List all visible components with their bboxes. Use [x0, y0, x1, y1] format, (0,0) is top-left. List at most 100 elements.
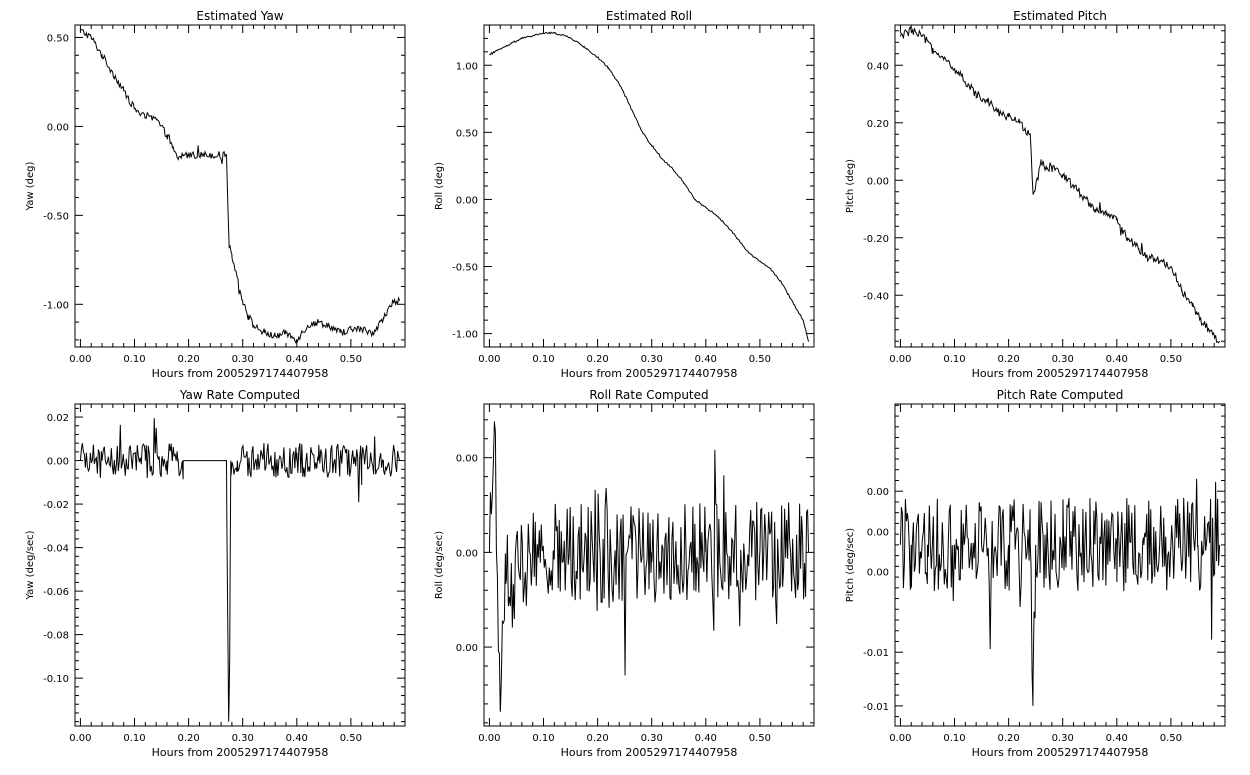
x-tick-label: 0.10: [532, 354, 554, 365]
plot-frame: [74, 24, 406, 348]
series-line: [488, 421, 810, 712]
y-tick-label: 0.00: [867, 568, 889, 579]
chart-title: Estimated Pitch: [1013, 9, 1107, 23]
y-axis-label: Roll (deg): [434, 162, 445, 210]
y-tick-label: 0.00: [456, 195, 478, 206]
y-tick-label: -0.04: [43, 544, 69, 555]
y-tick-label: 0.00: [867, 487, 889, 498]
y-tick-label: -0.01: [863, 702, 889, 713]
y-tick-label: 0.40: [867, 61, 889, 72]
y-tick-label: -0.20: [863, 234, 889, 245]
y-tick-label: 0.20: [867, 119, 889, 130]
x-tick-label: 0.20: [586, 733, 608, 744]
x-tick-label: 0.40: [1106, 354, 1128, 365]
x-tick-label: 0.30: [1052, 733, 1074, 744]
plot-frame: [74, 403, 406, 727]
y-tick-label: -0.40: [863, 291, 889, 302]
x-tick-label: 0.40: [286, 354, 308, 365]
chart-panel-2: Estimated Roll Hours from 200529717440795…: [434, 9, 815, 380]
y-tick-label: -1.00: [452, 330, 478, 341]
x-tick-label: 0.10: [123, 733, 145, 744]
x-tick-label: 0.30: [232, 354, 254, 365]
chart-panel-1: Estimated Yaw Hours from 2005297174407958…: [25, 9, 406, 380]
x-tick-label: 0.00: [478, 354, 500, 365]
x-tick-label: 0.30: [641, 354, 663, 365]
x-tick-label: 0.40: [695, 733, 717, 744]
y-tick-label: -0.08: [43, 631, 69, 642]
x-axis-label: Hours from 2005297174407958: [972, 367, 1149, 380]
y-axis-label: Pitch (deg): [845, 159, 856, 213]
x-tick-label: 0.40: [1106, 733, 1128, 744]
y-tick-label: 0.00: [456, 643, 478, 654]
chart-panel-3: Estimated Pitch Hours from 20052971744079…: [845, 9, 1226, 380]
series-line: [899, 26, 1221, 344]
x-axis-label: Hours from 2005297174407958: [152, 367, 329, 380]
x-tick-label: 0.10: [943, 354, 965, 365]
x-tick-label: 0.20: [177, 733, 199, 744]
x-tick-label: 0.40: [695, 354, 717, 365]
x-tick-label: 0.50: [1160, 354, 1182, 365]
y-tick-label: -1.00: [43, 300, 69, 311]
chart-title: Estimated Yaw: [196, 9, 283, 23]
x-tick-label: 0.00: [69, 354, 91, 365]
x-tick-label: 0.40: [286, 733, 308, 744]
y-tick-label: 1.00: [456, 61, 478, 72]
series-line: [489, 31, 810, 342]
chart-title: Pitch Rate Computed: [997, 388, 1124, 402]
chart-panel-4: Yaw Rate Computed Hours from 200529717440…: [25, 388, 406, 759]
x-tick-label: 0.10: [123, 354, 145, 365]
y-tick-label: 0.00: [456, 548, 478, 559]
chart-panel-5: Roll Rate Computed Hours from 20052971744…: [434, 388, 815, 759]
x-tick-label: 0.20: [997, 354, 1019, 365]
x-tick-label: 0.50: [340, 354, 362, 365]
series-line: [79, 418, 401, 722]
y-tick-label: -0.02: [43, 500, 69, 511]
y-tick-label: -0.01: [863, 648, 889, 659]
x-tick-label: 0.20: [177, 354, 199, 365]
x-tick-label: 0.30: [641, 733, 663, 744]
x-tick-label: 0.00: [69, 733, 91, 744]
x-tick-label: 0.50: [1160, 733, 1182, 744]
y-axis-label: Yaw (deg/sec): [25, 530, 36, 600]
chart-title: Estimated Roll: [606, 9, 692, 23]
y-tick-label: -0.06: [43, 587, 69, 598]
x-axis-label: Hours from 2005297174407958: [972, 746, 1149, 759]
x-tick-label: 0.20: [586, 354, 608, 365]
plot-frame: [483, 24, 815, 348]
y-tick-label: -0.50: [452, 263, 478, 274]
y-tick-label: 0.00: [456, 454, 478, 465]
y-tick-label: 0.50: [47, 33, 69, 44]
plot-frame: [483, 403, 815, 727]
x-tick-label: 0.00: [889, 354, 911, 365]
series-line: [899, 478, 1221, 706]
x-tick-label: 0.00: [889, 733, 911, 744]
y-tick-label: -0.50: [43, 211, 69, 222]
x-tick-label: 0.30: [1052, 354, 1074, 365]
x-axis-label: Hours from 2005297174407958: [561, 746, 738, 759]
plot-frame: [894, 24, 1226, 348]
x-tick-label: 0.30: [232, 733, 254, 744]
y-axis-label: Roll (deg/sec): [434, 531, 445, 599]
x-tick-label: 0.50: [749, 733, 771, 744]
chart-panel-6: Pitch Rate Computed Hours from 2005297174…: [845, 388, 1226, 759]
series-line: [80, 28, 401, 344]
x-tick-label: 0.10: [532, 733, 554, 744]
y-tick-label: 0.00: [47, 122, 69, 133]
plot-frame: [894, 403, 1226, 727]
x-tick-label: 0.20: [997, 733, 1019, 744]
y-tick-label: 0.02: [47, 413, 69, 424]
x-tick-label: 0.10: [943, 733, 965, 744]
x-tick-label: 0.50: [340, 733, 362, 744]
y-axis-label: Yaw (deg): [25, 161, 36, 211]
x-tick-label: 0.50: [749, 354, 771, 365]
y-tick-label: 0.00: [867, 176, 889, 187]
chart-title: Yaw Rate Computed: [179, 388, 300, 402]
y-tick-label: 0.00: [47, 457, 69, 468]
x-tick-label: 0.00: [478, 733, 500, 744]
x-axis-label: Hours from 2005297174407958: [561, 367, 738, 380]
y-tick-label: -0.10: [43, 674, 69, 685]
y-tick-label: 0.50: [456, 128, 478, 139]
y-tick-label: 0.00: [867, 527, 889, 538]
chart-title: Roll Rate Computed: [589, 388, 708, 402]
